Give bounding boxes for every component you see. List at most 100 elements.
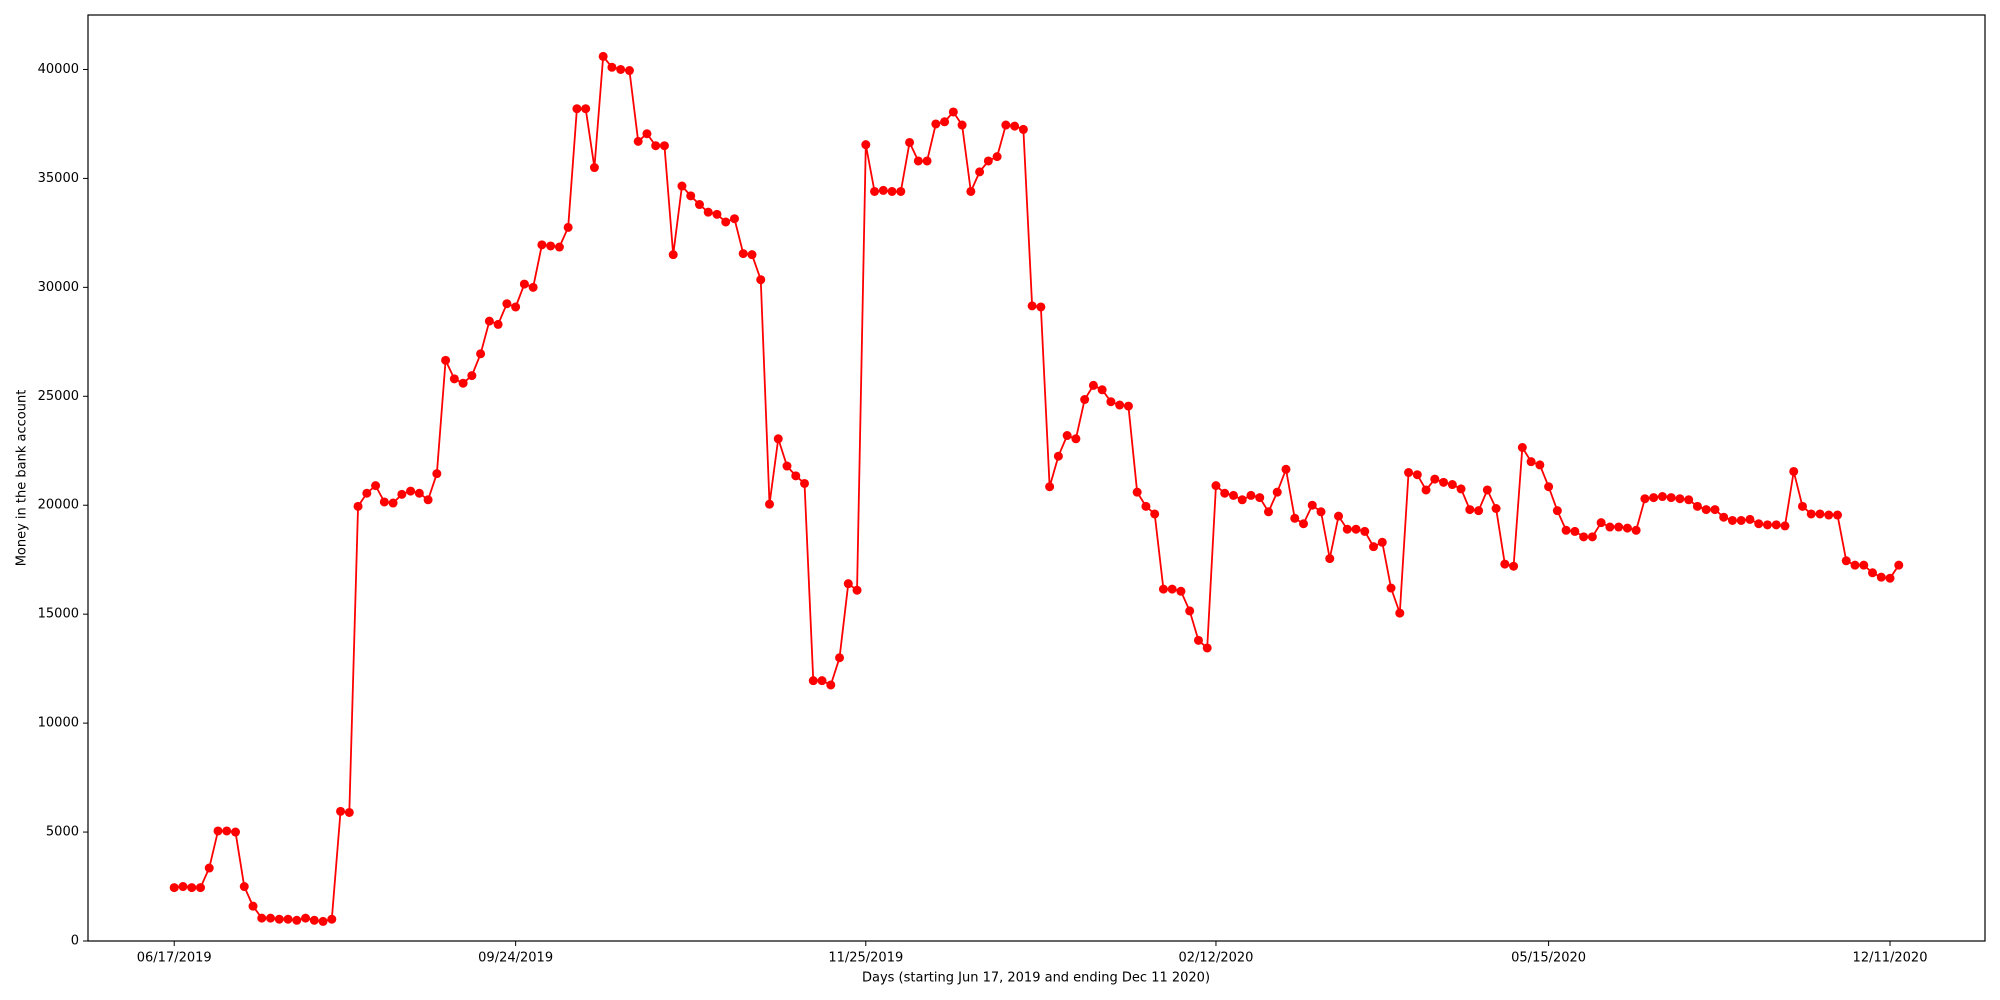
data-point — [1579, 532, 1589, 542]
data-point — [791, 471, 801, 481]
data-point — [344, 807, 354, 817]
data-point — [1377, 537, 1387, 547]
data-point — [1439, 477, 1449, 487]
data-point — [397, 489, 407, 499]
data-point — [1316, 507, 1326, 517]
data-point — [1412, 470, 1422, 480]
data-point — [1710, 505, 1720, 515]
data-point — [756, 275, 766, 285]
data-point — [1281, 464, 1291, 474]
data-point — [1123, 401, 1133, 411]
data-point — [554, 242, 564, 252]
data-point — [1631, 525, 1641, 535]
data-point — [1868, 568, 1878, 578]
data-point — [765, 499, 775, 509]
data-point — [1211, 481, 1221, 491]
data-point — [1605, 522, 1615, 532]
data-point — [1255, 493, 1265, 503]
data-point — [1334, 511, 1344, 521]
data-point — [773, 434, 783, 444]
data-point — [1404, 468, 1414, 478]
data-point — [222, 826, 232, 836]
data-point — [677, 181, 687, 191]
data-point — [441, 355, 451, 365]
data-point — [388, 498, 398, 508]
data-point — [476, 349, 486, 359]
data-point — [1193, 635, 1203, 645]
data-point — [292, 915, 302, 925]
y-tick-label: 15000 — [38, 607, 79, 622]
data-point — [406, 486, 416, 496]
data-point — [782, 461, 792, 471]
data-point — [1815, 509, 1825, 519]
data-point — [835, 653, 845, 663]
data-point — [449, 374, 459, 384]
data-point — [1736, 515, 1746, 525]
data-point — [213, 826, 223, 836]
y-tick-label: 5000 — [46, 825, 79, 840]
data-point — [940, 117, 950, 127]
data-point — [1500, 559, 1510, 569]
data-point — [1622, 523, 1632, 533]
data-line — [174, 54, 1900, 923]
data-point — [738, 249, 748, 259]
data-point — [336, 806, 346, 816]
data-point — [484, 316, 494, 326]
data-point — [563, 222, 573, 232]
data-point — [1027, 301, 1037, 311]
data-point — [1158, 584, 1168, 594]
y-tick-label: 0 — [71, 934, 79, 949]
data-point — [983, 156, 993, 166]
data-point — [432, 469, 442, 479]
data-point — [274, 914, 284, 924]
data-point — [1474, 506, 1484, 516]
x-axis-label: Days (starting Jun 17, 2019 and ending D… — [862, 971, 1210, 986]
data-point — [1010, 121, 1020, 131]
data-point — [257, 913, 267, 923]
data-point — [528, 282, 538, 292]
data-point — [1587, 532, 1597, 542]
data-point — [642, 129, 652, 139]
data-point — [1325, 554, 1335, 564]
data-point — [379, 497, 389, 507]
data-point — [581, 104, 591, 114]
data-point — [948, 107, 958, 117]
data-point — [1106, 397, 1116, 407]
data-point — [1351, 524, 1361, 534]
data-point — [1754, 519, 1764, 529]
data-point — [248, 901, 258, 911]
data-point — [1544, 482, 1554, 492]
data-point — [1369, 542, 1379, 552]
data-point — [309, 915, 319, 925]
data-point — [817, 676, 827, 686]
data-point — [423, 495, 433, 505]
data-point — [318, 916, 328, 926]
data-point — [712, 209, 722, 219]
y-tick-label: 25000 — [38, 389, 79, 404]
data-point — [1701, 505, 1711, 515]
data-point — [1517, 442, 1527, 452]
data-point — [1220, 488, 1230, 498]
data-point — [651, 141, 661, 151]
data-point — [493, 319, 503, 329]
x-tick-label: 11/25/2019 — [828, 951, 903, 966]
data-point — [922, 156, 932, 166]
data-point — [1771, 520, 1781, 530]
data-point — [572, 104, 582, 114]
data-point — [327, 914, 337, 924]
data-point — [1596, 518, 1606, 528]
data-point — [546, 241, 556, 251]
y-axis-label: Money in the bank account — [15, 390, 30, 567]
data-point — [861, 140, 871, 150]
data-point — [1001, 120, 1011, 130]
data-point — [721, 217, 731, 227]
y-tick-label: 20000 — [38, 498, 79, 513]
data-point — [992, 152, 1002, 162]
data-point — [1762, 520, 1772, 530]
data-point — [1447, 480, 1457, 490]
data-point — [1237, 495, 1247, 505]
data-point — [1360, 526, 1370, 536]
data-point — [1745, 514, 1755, 524]
data-point — [686, 191, 696, 201]
